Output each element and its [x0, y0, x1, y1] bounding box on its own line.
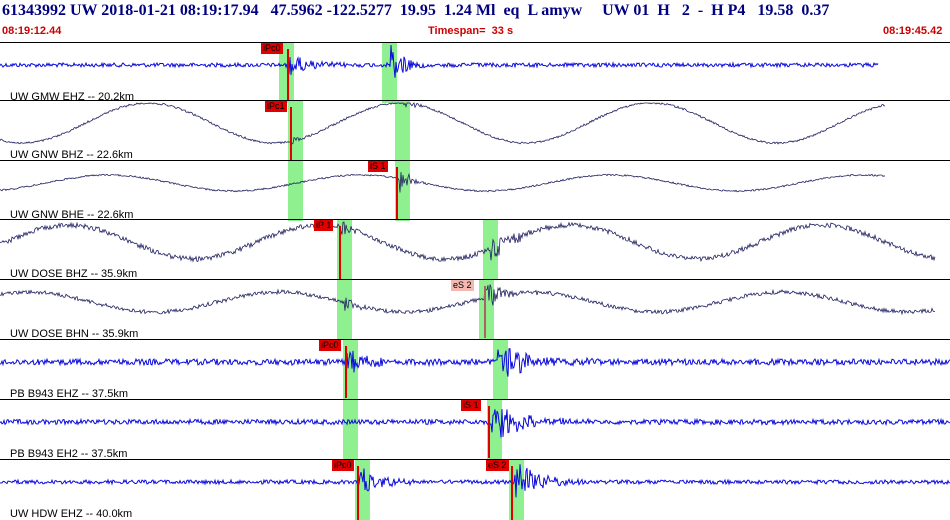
phase-pick-label[interactable]: iPc0: [332, 460, 354, 471]
waveform-trace: [0, 284, 935, 316]
trace-panel[interactable]: iS 1 UW GNW BHE -- 22.6km: [0, 160, 950, 221]
phase-pick-label[interactable]: iPc0: [319, 340, 341, 351]
trace-panel[interactable]: iPc0 UW GMW EHZ -- 20.2km: [0, 42, 950, 103]
s-window-highlight: [395, 161, 410, 221]
waveform-trace: [0, 44, 879, 78]
waveform: [0, 172, 886, 193]
pick-marker: [484, 286, 486, 338]
waveform: [0, 409, 950, 438]
start-time: 08:19:12.44: [2, 25, 62, 37]
pick-marker: [287, 49, 289, 101]
pick-marker: [488, 406, 490, 458]
p-window-highlight: [343, 400, 358, 460]
waveform: [0, 348, 950, 377]
waveform-trace: [0, 409, 950, 438]
phase-pick-label[interactable]: eS 2: [451, 280, 474, 291]
trace-label: UW GNW BHE -- 22.6km: [10, 209, 134, 221]
seismogram-panels: iPc0 UW GMW EHZ -- 20.2km iPc1 UW GNW BH…: [0, 42, 950, 520]
header: 61343992 UW 2018-01-21 08:19:17.94 47.59…: [0, 0, 950, 42]
phase-pick-label[interactable]: iPc0: [261, 43, 283, 54]
waveform-trace: [0, 172, 886, 193]
waveform: [0, 44, 879, 78]
trace-label: UW GNW BHZ -- 22.6km: [10, 149, 133, 161]
pick-marker: [357, 466, 359, 520]
pick-marker: [345, 346, 347, 398]
event-title: 61343992 UW 2018-01-21 08:19:17.94 47.59…: [2, 2, 830, 19]
s-window-highlight: [483, 220, 498, 280]
trace-panel[interactable]: iPc1 UW GNW BHZ -- 22.6km: [0, 100, 950, 161]
p-window-highlight: [288, 161, 303, 221]
trace-label: PB B943 EH2 -- 37.5km: [10, 448, 128, 460]
trace-panel[interactable]: iS 1 PB B943 EH2 -- 37.5km: [0, 399, 950, 460]
waveform: [0, 221, 936, 263]
trace-panel[interactable]: eS 2 UW DOSE BHN -- 35.9km: [0, 279, 950, 340]
phase-pick-label[interactable]: iPc1: [265, 101, 287, 112]
trace-label: UW DOSE BHZ -- 35.9km: [10, 268, 138, 280]
waveform: [0, 464, 950, 498]
phase-pick-label[interactable]: iS 1: [461, 400, 481, 411]
trace-label: UW HDW EHZ -- 40.0km: [10, 508, 133, 520]
end-time: 08:19:45.42: [883, 25, 943, 37]
trace-label: PB B943 EHZ -- 37.5km: [10, 388, 128, 400]
s-window-highlight: [395, 101, 410, 161]
phase-pick-label[interactable]: iP 1: [314, 220, 334, 231]
trace-panel[interactable]: iPc0 eS 2 UW HDW EHZ -- 40.0km: [0, 459, 950, 520]
pick-marker: [511, 466, 513, 520]
trace-panel[interactable]: iPc0 PB B943 EHZ -- 37.5km: [0, 339, 950, 400]
waveform: [0, 102, 885, 145]
pick-marker: [396, 167, 398, 219]
pick-marker: [290, 107, 292, 161]
s-window-highlight: [493, 340, 508, 400]
trace-panel[interactable]: iP 1 UW DOSE BHZ -- 35.9km: [0, 219, 950, 280]
p-window-highlight: [337, 280, 352, 340]
waveform-trace: [0, 348, 950, 377]
phase-pick-label[interactable]: eS 2: [486, 460, 509, 471]
s-window-highlight: [479, 280, 494, 340]
trace-label: UW DOSE BHN -- 35.9km: [10, 328, 139, 340]
timespan: Timespan= 33 s: [428, 25, 514, 37]
waveform: [0, 284, 935, 316]
waveform-trace: [0, 102, 885, 145]
waveform-trace: [0, 221, 936, 263]
pick-marker: [339, 226, 341, 280]
phase-pick-label[interactable]: iS 1: [368, 161, 388, 172]
waveform-trace: [0, 464, 950, 498]
